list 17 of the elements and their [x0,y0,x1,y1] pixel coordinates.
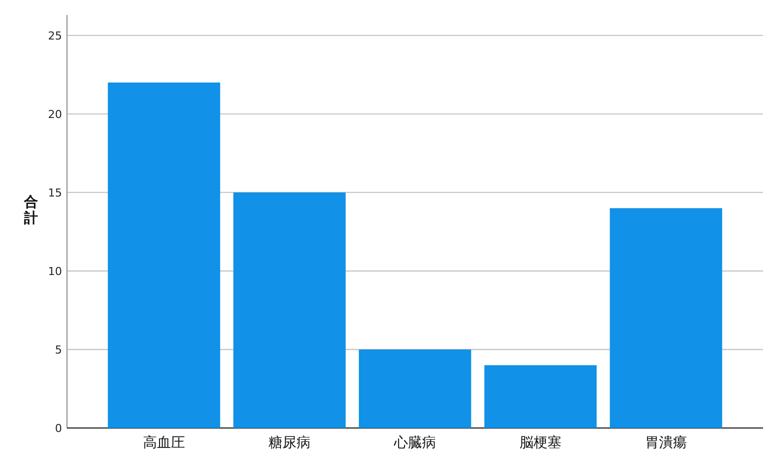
y-tick-label: 10 [48,264,62,278]
x-tick-label: 脳梗塞 [519,435,562,451]
y-tick-label: 25 [48,29,62,42]
y-tick-label: 5 [55,343,62,356]
y-tick-label: 20 [48,108,62,121]
bar [610,208,722,428]
y-axis-title: 合計 [23,194,38,226]
bar [108,82,220,428]
x-tick-label: 高血圧 [143,435,186,451]
x-tick-label: 糖尿病 [268,435,311,451]
bar [484,365,597,428]
x-tick-label: 胃潰瘍 [644,435,687,451]
bar [233,192,346,428]
y-tick-label: 0 [55,422,62,435]
bar [358,349,472,428]
y-tick-label: 15 [48,186,62,200]
x-tick-label: 心臓病 [393,435,436,451]
